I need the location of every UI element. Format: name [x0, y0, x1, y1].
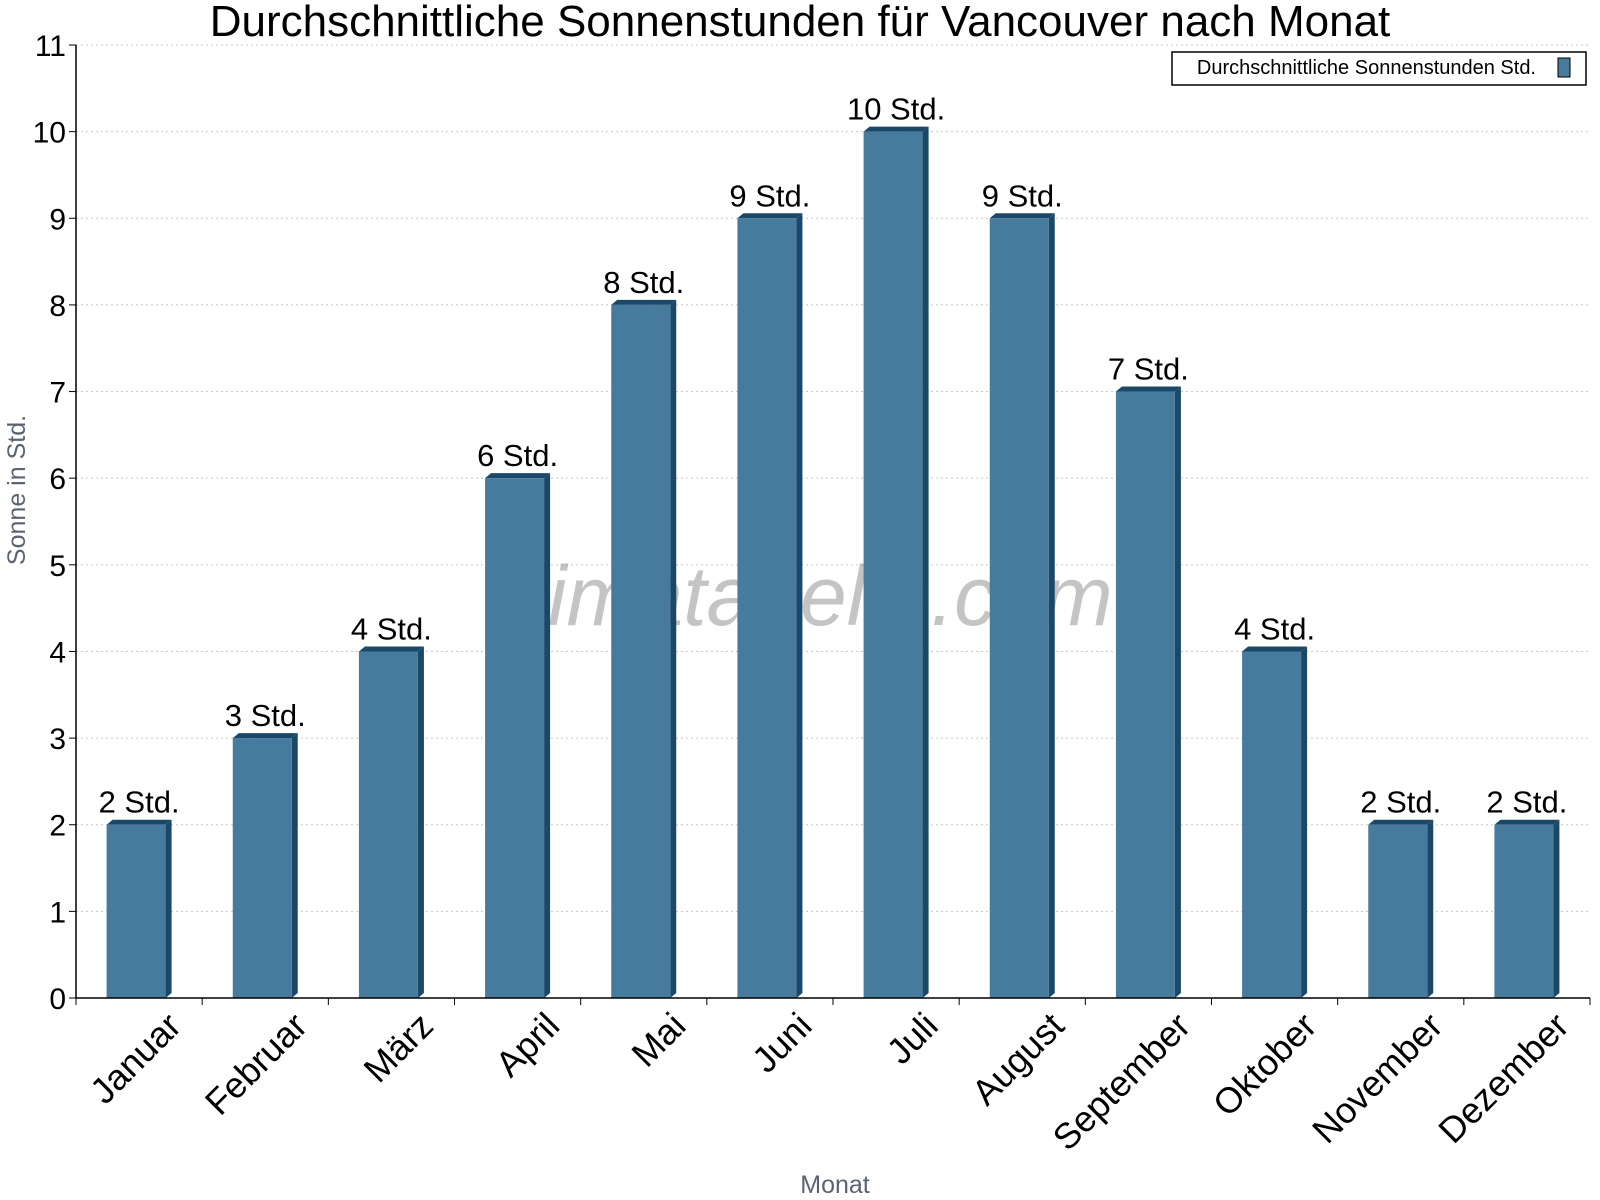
- x-tick-label: August: [964, 1005, 1072, 1113]
- bar: [1494, 824, 1554, 998]
- bar-side: [544, 473, 551, 998]
- data-label: 3 Std.: [225, 698, 306, 733]
- x-axis-label: Monat: [800, 1171, 870, 1199]
- bars: [106, 126, 1560, 999]
- bar-side: [796, 213, 803, 999]
- legend-swatch: [1557, 57, 1571, 78]
- x-tick-label: Februar: [197, 1005, 315, 1123]
- x-tick-label: Januar: [82, 1005, 189, 1112]
- bar-top: [358, 646, 424, 652]
- x-tick-label: Oktober: [1205, 1005, 1325, 1125]
- bar: [232, 738, 292, 998]
- legend-box: [1171, 51, 1587, 86]
- data-label: 7 Std.: [1108, 352, 1189, 387]
- bar: [989, 218, 1049, 999]
- bar-side: [417, 646, 424, 998]
- x-tick-label: März: [356, 1005, 442, 1091]
- bar: [737, 218, 797, 999]
- bar-top: [611, 299, 677, 305]
- y-tick-label: 3: [49, 723, 66, 756]
- bar: [1242, 651, 1302, 998]
- grid-lines: [76, 44, 1590, 912]
- bar: [1368, 824, 1428, 998]
- y-tick-label: 7: [49, 377, 66, 410]
- x-axis-ticks: Januar Februar März April Mai Juni Juli AugustS…: [75, 998, 1591, 1159]
- legend-entry-label: Durchschnittliche Sonnenstunden Std.: [1197, 57, 1536, 79]
- y-tick-label: 0: [49, 983, 66, 1016]
- bar-top: [1115, 386, 1181, 392]
- bar-side: [1553, 819, 1560, 998]
- bar-top: [737, 213, 803, 219]
- x-tick-label: Juni: [744, 1005, 820, 1081]
- bar-side: [1427, 819, 1434, 998]
- y-tick-label: 11: [35, 30, 66, 63]
- bar-side: [291, 733, 298, 998]
- y-tick-label: 5: [49, 550, 66, 583]
- bar-top: [232, 733, 298, 739]
- bar-top: [1494, 819, 1560, 825]
- bar: [611, 304, 671, 999]
- x-tick-label: Mai: [623, 1005, 693, 1075]
- x-tick-label: Juli: [879, 1005, 946, 1072]
- bar-side: [1301, 646, 1308, 998]
- bar-side: [165, 819, 172, 998]
- y-tick-label: 1: [49, 896, 66, 929]
- data-label: 9 Std.: [982, 178, 1063, 213]
- y-tick-label: 4: [49, 636, 66, 669]
- y-tick-label: 2: [49, 810, 66, 843]
- axes: [75, 45, 1590, 999]
- y-tick-label: 9: [49, 203, 66, 236]
- bar-side: [1174, 386, 1181, 999]
- chart-title: Durchschnittliche Sonnenstunden für Vanc…: [210, 0, 1391, 46]
- legend: Durchschnittliche Sonnenstunden Std.: [1171, 51, 1587, 86]
- data-label: 9 Std.: [729, 178, 810, 213]
- data-labels: 2 Std. 3 Std. 4 Std. 6 Std. 8 Std. 9 Std. 10 S…: [99, 92, 1568, 820]
- x-tick-label: April: [487, 1005, 567, 1085]
- x-tick-label: November: [1304, 1005, 1450, 1151]
- y-axis-ticks: 0 1 2 3 4 5 6 7 8 9 10 11: [33, 30, 76, 1016]
- bar-top: [863, 126, 929, 132]
- bar-side: [922, 126, 929, 999]
- x-tick-label: Dezember: [1430, 1005, 1576, 1151]
- bar-top: [1368, 819, 1434, 825]
- bar: [863, 131, 923, 999]
- data-label: 8 Std.: [603, 265, 684, 300]
- bar: [106, 824, 166, 998]
- y-tick-label: 6: [49, 463, 66, 496]
- data-label: 4 Std.: [1234, 611, 1315, 646]
- bar-top: [1242, 646, 1308, 652]
- data-label: 6 Std.: [477, 438, 558, 473]
- bar-top: [989, 213, 1055, 219]
- y-tick-label: 8: [49, 290, 66, 323]
- y-tick-label: 10: [33, 117, 66, 150]
- bar: [358, 651, 418, 998]
- bar: [1115, 391, 1175, 999]
- data-label: 2 Std.: [1486, 785, 1567, 820]
- bar-top: [485, 473, 551, 479]
- x-tick-label: September: [1045, 1005, 1199, 1159]
- data-label: 4 Std.: [351, 611, 432, 646]
- data-label: 2 Std.: [99, 785, 180, 820]
- data-label: 10 Std.: [847, 92, 945, 127]
- bar: [485, 478, 545, 998]
- y-axis-label: Sonne in Std.: [3, 415, 31, 565]
- bar-side: [670, 299, 677, 999]
- data-label: 2 Std.: [1360, 785, 1441, 820]
- bar-side: [1048, 213, 1055, 999]
- bar-top: [106, 819, 172, 825]
